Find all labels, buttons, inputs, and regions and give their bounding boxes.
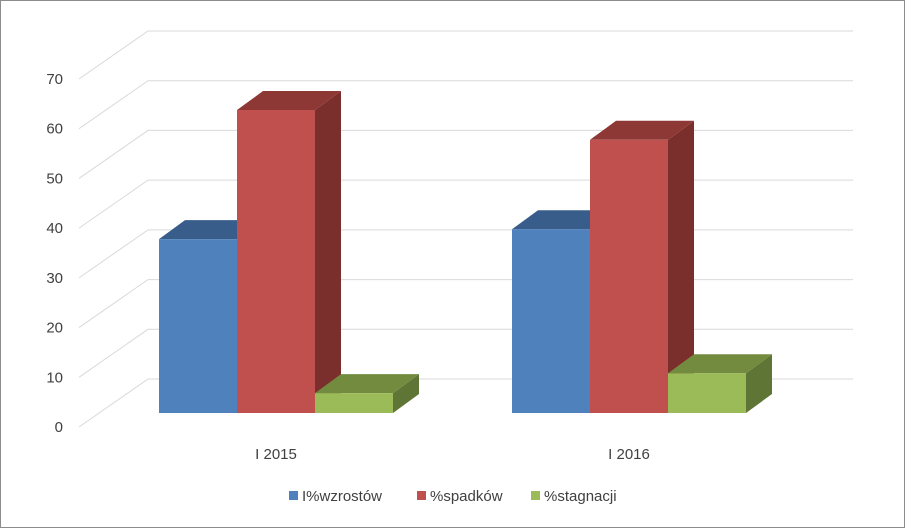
bar-front xyxy=(315,393,393,413)
gridline xyxy=(78,80,853,130)
y-tick-label: 0 xyxy=(55,419,63,436)
bar-side xyxy=(315,91,341,413)
bar-front xyxy=(590,139,668,413)
legend-swatch xyxy=(289,491,298,500)
bars xyxy=(159,91,772,413)
legend-item: %spadków xyxy=(417,488,503,505)
legend-item: %stagnacji xyxy=(531,488,617,505)
y-axis-ticks: 0 10 20 30 40 50 60 70 xyxy=(46,71,63,436)
bar-top xyxy=(237,91,341,110)
gridline xyxy=(78,30,853,80)
bar xyxy=(590,120,694,413)
bar-top xyxy=(590,120,694,140)
bar-front xyxy=(668,373,746,413)
y-tick-label: 50 xyxy=(46,170,63,187)
bar-front xyxy=(512,229,590,413)
bar-front xyxy=(159,239,237,413)
legend: I%wzrostów %spadków %stagnacji xyxy=(289,488,617,505)
bar-front xyxy=(237,110,315,413)
y-tick-label: 10 xyxy=(46,369,63,386)
legend-swatch xyxy=(417,491,426,500)
y-tick-label: 30 xyxy=(46,270,63,287)
bar xyxy=(668,354,772,413)
legend-label: %spadków xyxy=(430,488,503,505)
bar-side xyxy=(393,374,419,413)
legend-swatch xyxy=(531,491,540,500)
y-tick-label: 70 xyxy=(46,71,63,88)
y-tick-label: 60 xyxy=(46,121,63,138)
bar-top xyxy=(315,374,419,394)
gridline xyxy=(78,129,853,179)
legend-label: I%wzrostów xyxy=(302,488,382,505)
y-tick-label: 20 xyxy=(46,320,63,337)
y-tick-label: 40 xyxy=(46,220,63,237)
bar xyxy=(237,91,341,413)
legend-label: %stagnacji xyxy=(544,488,617,505)
legend-item: I%wzrostów xyxy=(289,488,382,505)
grid xyxy=(78,30,853,428)
bar-side xyxy=(746,354,772,413)
bar-side xyxy=(668,120,694,413)
x-tick-label: I 2015 xyxy=(255,446,297,463)
bar-top xyxy=(668,354,772,374)
x-tick-label: I 2016 xyxy=(608,446,650,463)
x-axis-labels: I 2015 I 2016 xyxy=(255,446,650,463)
bar xyxy=(315,374,419,413)
